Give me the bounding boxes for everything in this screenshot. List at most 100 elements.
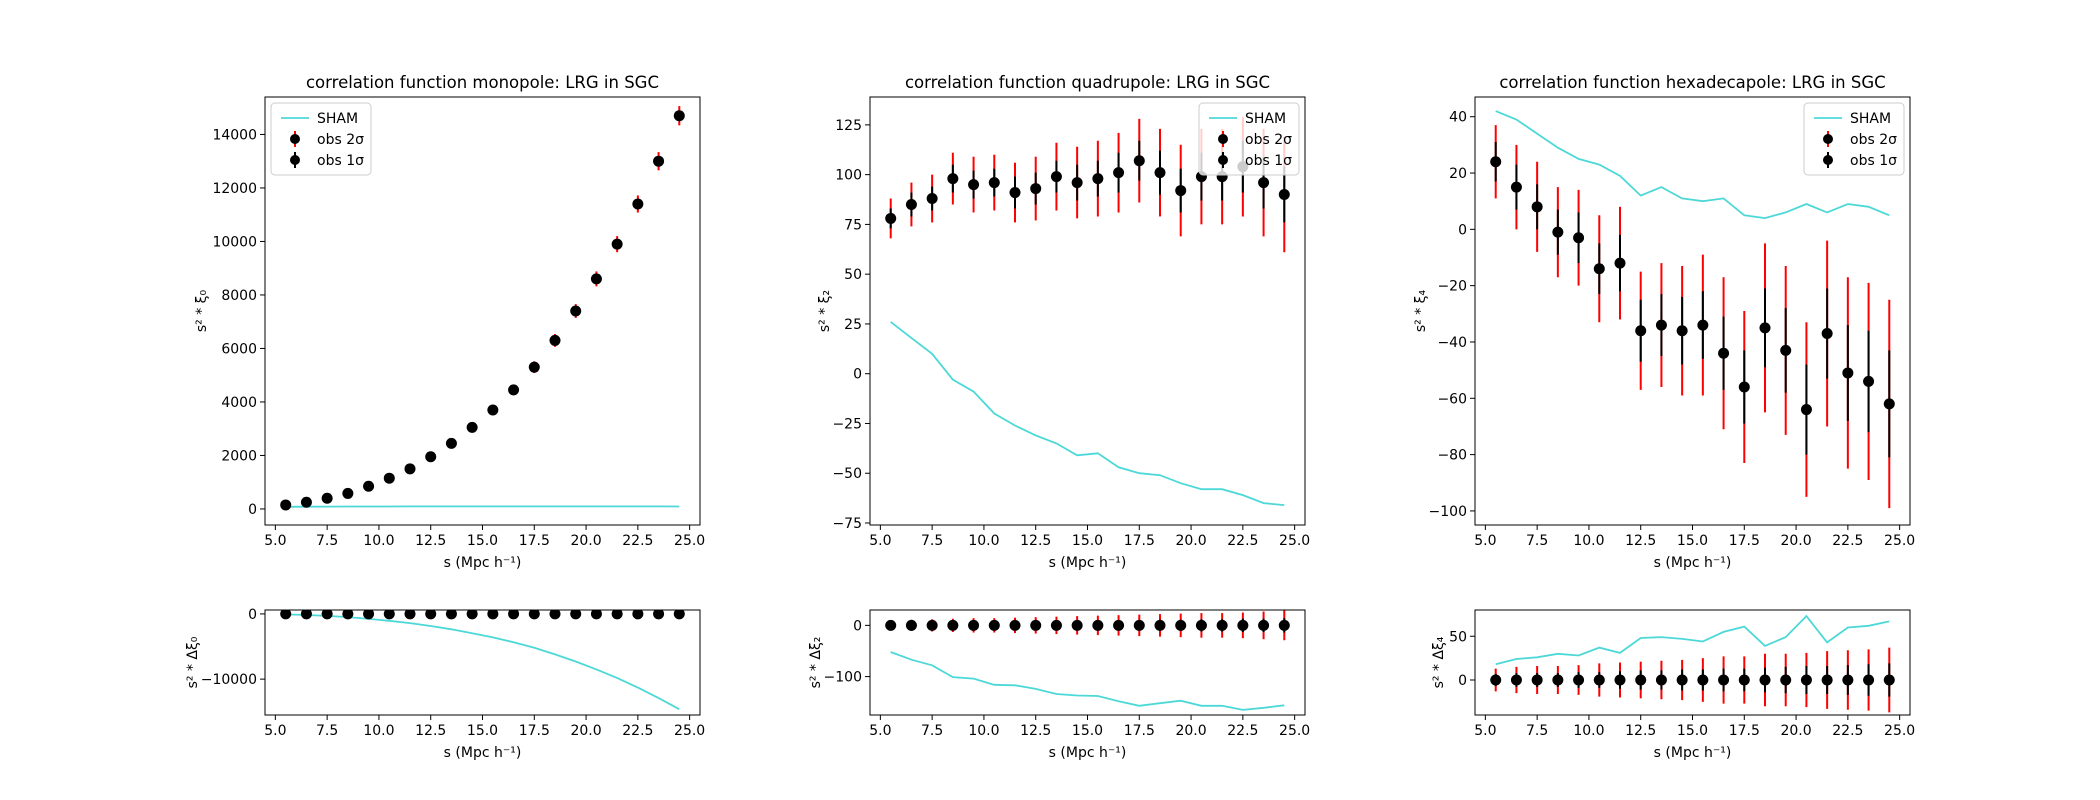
x-tick-label: 15.0	[1677, 533, 1708, 549]
x-axis-label: s (Mpc h⁻¹)	[1654, 745, 1732, 761]
obs-point	[673, 110, 685, 122]
sham-line	[890, 651, 1285, 711]
y-axis-label: s² * Δξ₄	[1431, 636, 1447, 688]
obs-point	[404, 610, 416, 620]
obs-point	[1718, 674, 1730, 686]
x-tick-label: 12.5	[1625, 533, 1656, 549]
x-tick-label: 15.0	[467, 533, 498, 549]
obs-point	[1635, 325, 1647, 337]
x-axis-label: s (Mpc h⁻¹)	[1654, 555, 1732, 571]
hexa-resid-panel: 5.0 7.5 10.0 12.5 15.0 17.5 20.0 22.5 25.0 0 50 s (…	[1431, 609, 1915, 761]
obs-point	[1154, 619, 1166, 631]
legend-label: SHAM	[1245, 111, 1286, 127]
x-tick-label: 22.5	[1227, 533, 1258, 549]
x-tick-label: 12.5	[1020, 533, 1051, 549]
obs-point	[1175, 185, 1187, 197]
obs-point	[425, 610, 437, 620]
legend-point-icon	[1823, 155, 1833, 165]
obs-point	[1614, 257, 1626, 269]
obs-point	[1842, 674, 1854, 686]
x-tick-label: 7.5	[921, 723, 943, 739]
x-tick-label: 10.0	[363, 723, 394, 739]
x-tick-label: 10.0	[363, 533, 394, 549]
obs-point	[1154, 167, 1166, 179]
x-tick-label: 20.0	[1780, 723, 1811, 739]
obs-point	[466, 610, 478, 620]
obs-point	[1195, 619, 1207, 631]
obs-point	[1175, 619, 1187, 631]
obs-point	[1510, 674, 1522, 686]
x-tick-label: 22.5	[622, 723, 653, 739]
mono-main-data	[280, 106, 685, 511]
obs-point	[1759, 674, 1771, 686]
obs-point	[1071, 177, 1083, 189]
obs-point	[549, 334, 561, 346]
x-tick-label: 7.5	[1526, 723, 1548, 739]
obs-point	[280, 499, 292, 511]
obs-point	[1113, 167, 1125, 179]
x-axis-label: s (Mpc h⁻¹)	[1049, 555, 1127, 571]
obs-point	[425, 451, 437, 463]
obs-point	[466, 421, 478, 433]
y-tick-label: 50	[1449, 629, 1467, 645]
obs-point	[632, 610, 644, 620]
legend: SHAM obs 2σ obs 1σ	[1803, 102, 1905, 176]
obs-point	[300, 610, 312, 620]
obs-point	[590, 610, 602, 620]
x-tick-label: 25.0	[674, 533, 705, 549]
sham-line	[1495, 110, 1890, 220]
obs-point	[342, 487, 354, 499]
y-axis-label: s² * Δξ₀	[185, 636, 201, 688]
x-tick-label: 20.0	[570, 723, 601, 739]
x-tick-label: 17.5	[519, 723, 550, 739]
legend-label: SHAM	[1850, 111, 1891, 127]
x-tick-label: 20.0	[570, 533, 601, 549]
x-tick-label: 5.0	[869, 533, 891, 549]
obs-point	[487, 610, 499, 620]
obs-point	[321, 610, 333, 620]
legend-point-icon	[1218, 134, 1228, 144]
obs-point	[1883, 674, 1895, 686]
obs-point	[968, 179, 980, 191]
obs-point	[404, 463, 416, 475]
x-tick-label: 12.5	[1625, 723, 1656, 739]
x-tick-label: 5.0	[264, 723, 286, 739]
hexa-main-data	[1490, 110, 1895, 509]
x-tick-label: 7.5	[316, 723, 338, 739]
y-tick-label: 0	[1458, 673, 1467, 689]
obs-point	[1050, 171, 1062, 183]
obs-point	[1697, 319, 1709, 331]
obs-point	[1531, 201, 1543, 213]
obs-point	[1573, 674, 1585, 686]
x-tick-label: 22.5	[1227, 723, 1258, 739]
x-tick-label: 10.0	[1573, 723, 1604, 739]
y-tick-label: 125	[835, 118, 862, 134]
obs-point	[508, 610, 520, 620]
x-tick-label: 5.0	[264, 533, 286, 549]
y-tick-label: −100	[824, 670, 862, 686]
obs-point	[445, 610, 457, 620]
obs-point	[1655, 674, 1667, 686]
obs-point	[905, 198, 917, 210]
x-tick-label: 15.0	[467, 723, 498, 739]
y-tick-label: −80	[1437, 448, 1467, 464]
obs-point	[363, 480, 375, 492]
x-tick-label: 7.5	[921, 533, 943, 549]
x-axis-label: s (Mpc h⁻¹)	[444, 555, 522, 571]
obs-point	[1278, 619, 1290, 631]
quad-resid-data	[885, 610, 1290, 711]
legend-point-icon	[1218, 155, 1228, 165]
obs-point	[1738, 381, 1750, 393]
y-tick-label: 25	[844, 317, 862, 333]
obs-point	[1883, 398, 1895, 410]
y-tick-label: −75	[832, 516, 862, 532]
obs-point	[1759, 322, 1771, 334]
obs-point	[673, 610, 685, 620]
obs-point	[632, 198, 644, 210]
y-tick-label: 40	[1449, 110, 1467, 126]
x-axis-label: s (Mpc h⁻¹)	[1049, 745, 1127, 761]
legend-label: obs 1σ	[1850, 153, 1897, 169]
x-tick-label: 25.0	[674, 723, 705, 739]
x-tick-label: 25.0	[1279, 723, 1310, 739]
y-tick-label: −60	[1437, 391, 1467, 407]
